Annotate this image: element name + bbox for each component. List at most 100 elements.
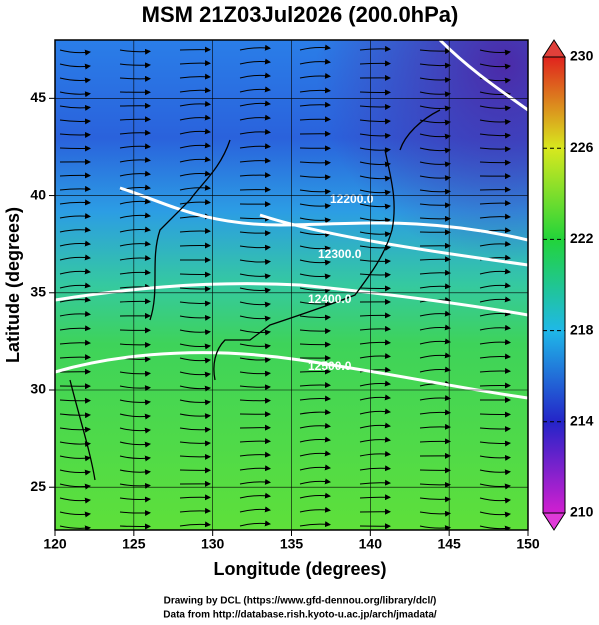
streamline (59, 354, 91, 361)
streamline (299, 259, 331, 266)
streamline (239, 478, 271, 485)
streamline (59, 77, 91, 84)
streamline (299, 174, 331, 181)
streamline (119, 399, 151, 406)
streamline (59, 49, 91, 56)
streamline (419, 147, 451, 154)
streamline (419, 338, 451, 345)
streamline (419, 496, 451, 503)
streamline (239, 492, 271, 499)
streamline (419, 215, 451, 222)
chart-title: MSM 21Z03Jul2026 (200.0hPa) (142, 2, 459, 27)
streamline (299, 382, 331, 389)
streamline (479, 268, 511, 275)
streamline (59, 268, 91, 275)
streamline (59, 497, 91, 504)
streamline (299, 492, 331, 499)
streamline (479, 353, 511, 360)
streamline (419, 438, 451, 445)
streamline (299, 217, 331, 224)
streamline (359, 479, 391, 486)
streamline (179, 357, 211, 364)
streamline (59, 131, 91, 138)
streamline (59, 455, 91, 462)
streamline (299, 203, 331, 210)
contour-label: 12300.0 (318, 247, 362, 261)
streamline (299, 409, 331, 416)
streamline (119, 370, 151, 377)
streamline (59, 63, 91, 70)
streamline (299, 273, 331, 280)
streamline (479, 146, 511, 153)
streamline (119, 170, 151, 177)
streamline (299, 436, 331, 443)
streamline (119, 240, 151, 247)
streamline (419, 366, 451, 373)
x-tick-label: 130 (201, 536, 225, 552)
streamline (359, 147, 391, 154)
streamline (239, 114, 271, 121)
footer-line: Drawing by DCL (https://www.gfd-dennou.o… (164, 596, 437, 607)
streamline (419, 76, 451, 83)
streamline (479, 282, 511, 289)
streamline (479, 454, 511, 461)
x-tick-label: 150 (516, 536, 540, 552)
streamline (179, 521, 211, 528)
streamline (359, 436, 391, 443)
streamline (179, 100, 211, 107)
streamline (359, 408, 391, 415)
streamline (119, 116, 151, 123)
streamline (299, 450, 331, 457)
streamline (359, 450, 391, 457)
streamline (179, 314, 211, 321)
streamline (479, 200, 511, 207)
streamline (119, 455, 151, 462)
streamline (239, 259, 271, 266)
streamline (299, 314, 331, 321)
streamline (299, 44, 331, 51)
streamline (479, 296, 511, 303)
streamline (179, 300, 211, 307)
streamline (479, 483, 511, 490)
streamline (239, 72, 271, 79)
streamline (59, 226, 91, 233)
streamline (359, 494, 391, 501)
y-tick-label: 45 (30, 89, 46, 105)
streamline (179, 87, 211, 94)
streamline (359, 380, 391, 387)
contour-label: 12500.0 (308, 359, 352, 373)
streamline (239, 520, 271, 527)
streamline (359, 60, 391, 67)
streamline (119, 75, 151, 82)
streamline (179, 242, 211, 249)
streamline (479, 411, 511, 418)
streamline (419, 352, 451, 359)
streamline (359, 118, 391, 125)
streamline (239, 100, 271, 107)
streamline (419, 161, 451, 168)
streamline (299, 506, 331, 513)
y-axis-label: Latitude (degrees) (3, 207, 23, 363)
streamline (479, 525, 511, 530)
colorbar-tick-label: 222 (570, 230, 594, 246)
streamline (479, 426, 511, 433)
streamline (119, 510, 151, 517)
contour-label: 12200.0 (330, 192, 374, 206)
streamline (419, 62, 451, 69)
streamline (179, 156, 211, 163)
streamline (299, 188, 331, 195)
streamline (299, 464, 331, 471)
streamline (119, 298, 151, 305)
streamline (239, 143, 271, 150)
streamline (239, 343, 271, 350)
streamline (179, 142, 211, 149)
streamline (419, 202, 451, 209)
streamline (479, 497, 511, 504)
streamline (359, 103, 391, 110)
streamline (359, 189, 391, 196)
streamline (299, 116, 331, 123)
streamline (119, 226, 151, 233)
streamline (59, 412, 91, 419)
colorbar-tick-label: 214 (570, 413, 594, 429)
plot-frame (54, 39, 529, 531)
